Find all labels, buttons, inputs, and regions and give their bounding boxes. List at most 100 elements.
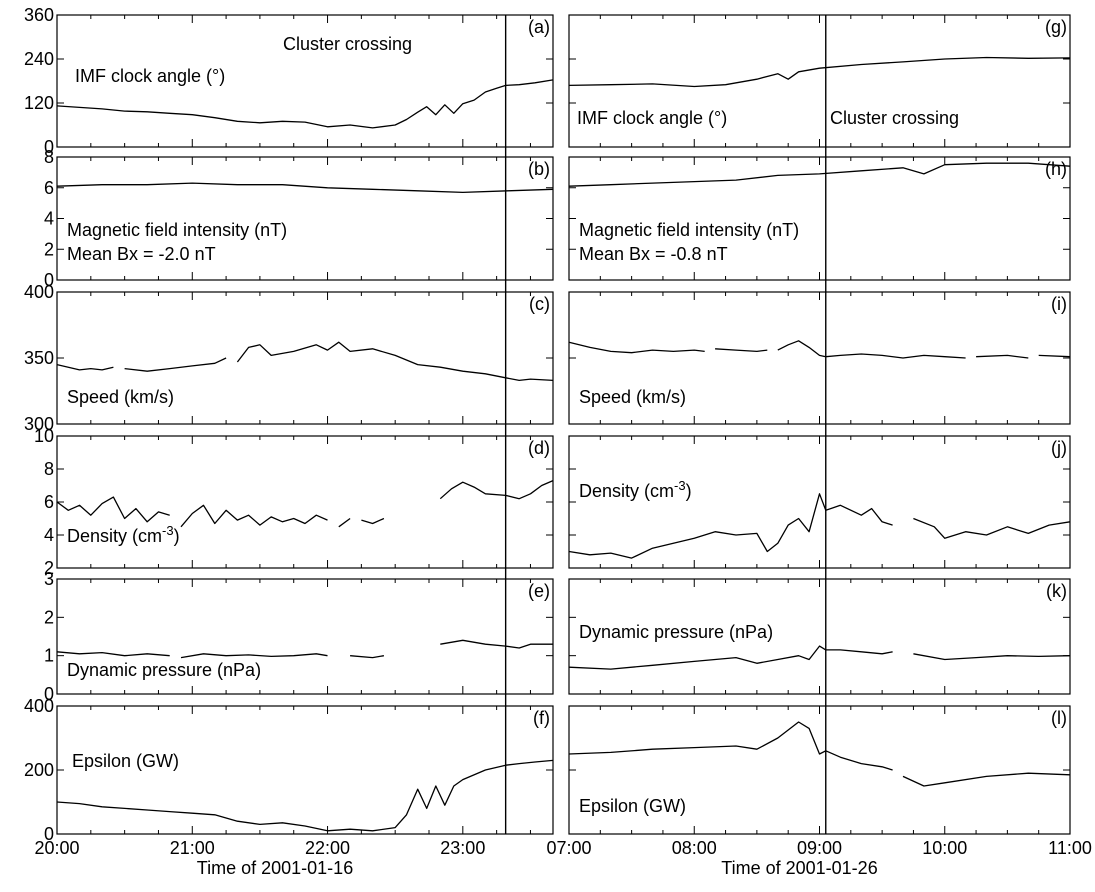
y-tick-label: 2 bbox=[44, 558, 54, 578]
y-tick-label: 0 bbox=[44, 684, 54, 704]
y-tick-label: 2 bbox=[44, 607, 54, 627]
series-line bbox=[439, 480, 554, 500]
panel-c: 300 350 400 (c) Speed (km/s) bbox=[24, 282, 554, 434]
y-axis-title: Magnetic field intensity (nT) bbox=[579, 220, 799, 240]
series-line bbox=[902, 772, 1071, 787]
x-tick-label: 21:00 bbox=[170, 838, 215, 858]
y-tick-label: 6 bbox=[44, 178, 54, 198]
panel-a: 0 120 240 360 (a) IMF clock angle (°) Cluster … bbox=[24, 5, 554, 157]
y-tick-label: 120 bbox=[24, 93, 54, 113]
y-axis-title: Magnetic field intensity (nT) bbox=[67, 220, 287, 240]
panel-j: (j) Density (cm-3) bbox=[568, 435, 1071, 569]
y-tick-label: 8 bbox=[44, 459, 54, 479]
panel-frame bbox=[56, 14, 554, 148]
series-line bbox=[568, 162, 1071, 187]
panel-label: (g) bbox=[1045, 17, 1067, 37]
x-tick-label: 07:00 bbox=[546, 838, 591, 858]
series-line bbox=[180, 504, 328, 528]
y-axis-title: Speed (km/s) bbox=[579, 387, 686, 407]
y-axis-title: Dynamic pressure (nPa) bbox=[579, 622, 773, 642]
x-tick-label: 22:00 bbox=[305, 838, 350, 858]
y-tick-label: 2 bbox=[44, 239, 54, 259]
series-line bbox=[56, 182, 554, 194]
panel-label: (a) bbox=[528, 17, 550, 37]
x-tick-label: 09:00 bbox=[797, 838, 842, 858]
series-line bbox=[777, 340, 966, 359]
panel-g: (g) IMF clock angle (°) Cluster crossing bbox=[568, 14, 1071, 148]
y-tick-label: 3 bbox=[44, 569, 54, 589]
series-line bbox=[568, 56, 1071, 88]
mean-bx-note: Mean Bx = -0.8 nT bbox=[579, 244, 728, 264]
y-tick-label: 4 bbox=[44, 209, 54, 229]
series-line bbox=[976, 354, 1029, 359]
series-line bbox=[124, 357, 227, 372]
y-axis-title: Epsilon (GW) bbox=[72, 751, 179, 771]
panel-e: 0 1 2 3 (e) Dynamic pressure (nPa) bbox=[44, 569, 554, 704]
y-tick-label: 0 bbox=[44, 824, 54, 844]
y-tick-label: 200 bbox=[24, 760, 54, 780]
y-tick-label: 1 bbox=[44, 646, 54, 666]
panel-d: 2 4 6 8 10 (d) Density (cm-3) bbox=[34, 426, 554, 578]
series-line bbox=[1038, 354, 1071, 358]
panel-label: (f) bbox=[533, 708, 550, 728]
y-axis-title: Speed (km/s) bbox=[67, 387, 174, 407]
panel-l: 07:00 08:00 09:00 10:00 11:00 Time of 2001-01… bbox=[546, 705, 1092, 878]
y-axis-title: Density (cm-3) bbox=[579, 478, 692, 501]
series-line bbox=[568, 341, 705, 354]
y-tick-label: 10 bbox=[34, 426, 54, 446]
y-axis-title-end: ) bbox=[686, 481, 692, 501]
x-tick-label: 23:00 bbox=[440, 838, 485, 858]
panel-label: (c) bbox=[529, 294, 550, 314]
series-line bbox=[913, 653, 1071, 661]
series-line bbox=[440, 639, 553, 649]
y-axis-title-superscript: -3 bbox=[674, 478, 686, 493]
panel-label: (e) bbox=[528, 581, 550, 601]
series-line bbox=[338, 517, 351, 528]
series-line bbox=[568, 721, 893, 771]
panel-label: (l) bbox=[1051, 708, 1067, 728]
panel-frame bbox=[568, 435, 1071, 569]
series-line bbox=[913, 517, 1071, 539]
x-tick-label: 20:00 bbox=[34, 838, 79, 858]
y-tick-label: 400 bbox=[24, 282, 54, 302]
panel-b: 0 2 4 6 8 (b) Magnetic field intensity (nT) Mea… bbox=[44, 147, 554, 290]
cluster-crossing-label: Cluster crossing bbox=[283, 34, 412, 54]
x-axis-title: Time of 2001-01-16 bbox=[197, 858, 353, 878]
y-axis-title-end: ) bbox=[174, 526, 180, 546]
y-axis-title: Epsilon (GW) bbox=[579, 796, 686, 816]
panel-label: (k) bbox=[1046, 581, 1067, 601]
x-tick-label: 11:00 bbox=[1048, 838, 1092, 858]
series-line bbox=[361, 517, 385, 525]
panel-frame bbox=[56, 435, 554, 569]
panel-label: (j) bbox=[1051, 438, 1067, 458]
y-tick-label: 240 bbox=[24, 49, 54, 69]
x-tick-label: 08:00 bbox=[672, 838, 717, 858]
y-axis-title: IMF clock angle (°) bbox=[75, 66, 225, 86]
cluster-crossing-label: Cluster crossing bbox=[830, 108, 959, 128]
y-tick-label: 0 bbox=[44, 270, 54, 290]
y-axis-title-superscript: -3 bbox=[162, 523, 174, 538]
mean-bx-note: Mean Bx = -2.0 nT bbox=[67, 244, 216, 264]
series-line bbox=[56, 759, 554, 832]
series-line bbox=[56, 651, 170, 657]
y-tick-label: 360 bbox=[24, 5, 54, 25]
y-tick-label: 300 bbox=[24, 414, 54, 434]
y-tick-label: 4 bbox=[44, 525, 54, 545]
y-axis-title: Density (cm-3) bbox=[67, 523, 180, 546]
panel-label: (h) bbox=[1045, 159, 1067, 179]
panel-label: (d) bbox=[528, 438, 550, 458]
y-axis-title: Dynamic pressure (nPa) bbox=[67, 660, 261, 680]
panel-f: 0 200 400 20:00 21:00 22:00 23:00 Time of 2001-… bbox=[24, 696, 554, 878]
y-tick-label: 8 bbox=[44, 147, 54, 167]
x-tick-label: 10:00 bbox=[922, 838, 967, 858]
y-tick-label: 0 bbox=[44, 137, 54, 157]
series-line bbox=[180, 653, 328, 659]
x-axis-title: Time of 2001-01-26 bbox=[721, 858, 877, 878]
panel-i: (i) Speed (km/s) bbox=[568, 291, 1071, 425]
series-line bbox=[56, 496, 170, 523]
series-line bbox=[715, 348, 768, 353]
panel-label: (i) bbox=[1051, 294, 1067, 314]
panel-k: (k) Dynamic pressure (nPa) bbox=[568, 578, 1071, 695]
